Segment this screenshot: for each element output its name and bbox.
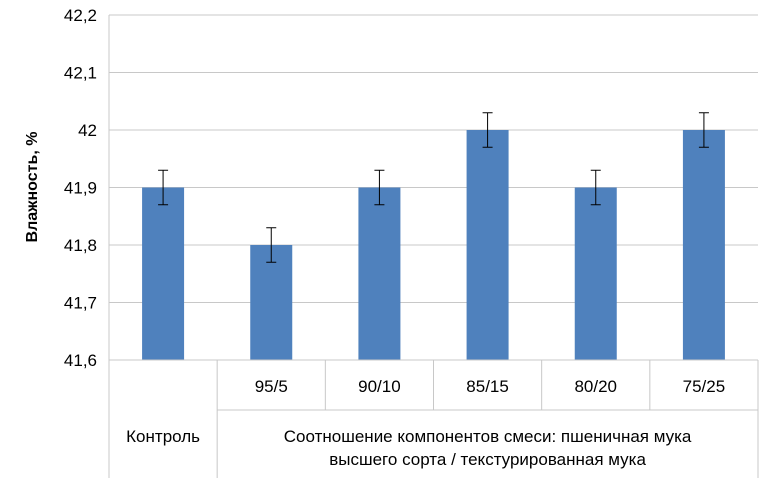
gridlines — [109, 14, 758, 361]
y-tick-label: 41,9 — [64, 179, 97, 198]
bar — [358, 187, 401, 360]
y-tick-label: 42,1 — [64, 64, 97, 83]
error-bars — [158, 112, 709, 263]
y-tick-label: 41,6 — [64, 351, 97, 370]
bar — [466, 130, 509, 360]
y-tick-labels: 41,6 41,7 41,8 41,9 42 42,1 42,2 — [64, 6, 97, 370]
error-bar — [374, 169, 385, 206]
error-bar — [158, 169, 169, 206]
bar — [142, 187, 185, 360]
error-bar — [266, 227, 277, 263]
group-label-control: Контроль — [126, 427, 200, 446]
x-tick-label: 75/25 — [683, 377, 726, 396]
x-tick-label: 80/20 — [574, 377, 617, 396]
bar — [574, 187, 617, 360]
group-label-mixture: Соотношение компонентов смеси: пшеничная… — [284, 427, 692, 469]
error-bar — [590, 169, 601, 206]
x-tick-label: 90/10 — [358, 377, 401, 396]
axes — [108, 15, 759, 478]
category-labels: 95/5 90/10 85/15 80/20 75/25 Контроль Соотноше… — [126, 377, 725, 469]
bars — [142, 130, 725, 360]
x-tick-label: 85/15 — [466, 377, 509, 396]
bar — [250, 245, 293, 360]
error-bar — [698, 112, 709, 148]
y-axis-label: Влажность, % — [24, 132, 41, 243]
y-tick-label: 42 — [78, 121, 97, 140]
y-tick-label: 42,2 — [64, 6, 97, 25]
y-tick-label: 41,8 — [64, 236, 97, 255]
bar — [682, 130, 725, 360]
x-tick-label: 95/5 — [255, 377, 288, 396]
error-bar — [482, 112, 493, 148]
y-tick-label: 41,7 — [64, 294, 97, 313]
